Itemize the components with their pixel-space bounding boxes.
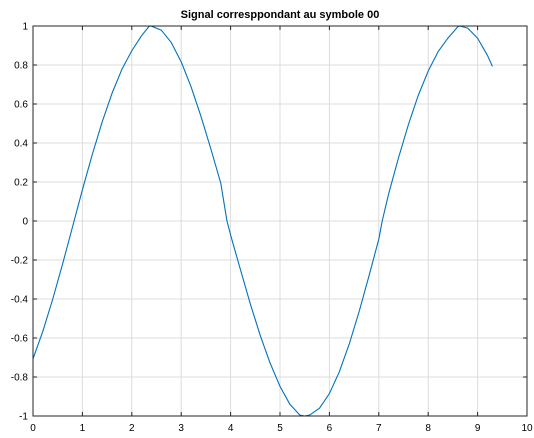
x-tick-label: 2	[129, 423, 135, 434]
y-tick-label: 0.8	[14, 61, 28, 72]
x-tick-label: 6	[327, 423, 333, 434]
x-tick-label: 9	[475, 423, 481, 434]
x-tick-label: 8	[425, 423, 431, 434]
y-tick-label: -0.6	[11, 334, 29, 345]
y-tick-label: -1	[19, 412, 28, 423]
y-tick-label: 0.4	[14, 139, 28, 150]
y-tick-label: 0.2	[14, 178, 28, 189]
x-tick-label: 5	[277, 423, 283, 434]
y-tick-label: -0.4	[11, 295, 29, 306]
x-tick-label: 0	[30, 423, 36, 434]
y-tick-labels: 1 0.8 0.6 0.4 0.2 0 -0.2 -0.4 -0.6 -0.8 -1	[11, 22, 29, 423]
chart-title: Signal corresppondant au symbole 00	[181, 9, 380, 21]
x-tick-label: 4	[228, 423, 234, 434]
y-tick-label: -0.8	[11, 373, 29, 384]
x-tick-label: 1	[80, 423, 86, 434]
axes-box	[32, 25, 528, 417]
y-tick-label: 0	[22, 217, 28, 228]
y-tick-label: 1	[22, 22, 28, 33]
x-tick-label: 7	[376, 423, 382, 434]
y-tick-label: -0.2	[11, 256, 29, 267]
series-layer	[32, 25, 493, 417]
grid	[32, 25, 528, 417]
x-tick-labels: 0 1 2 3 4 5 6 7 8 9 10	[30, 423, 533, 434]
series-line	[32, 25, 493, 417]
x-tick-label: 3	[178, 423, 184, 434]
x-tick-label: 10	[521, 423, 533, 434]
y-tick-label: 0.6	[14, 100, 28, 111]
